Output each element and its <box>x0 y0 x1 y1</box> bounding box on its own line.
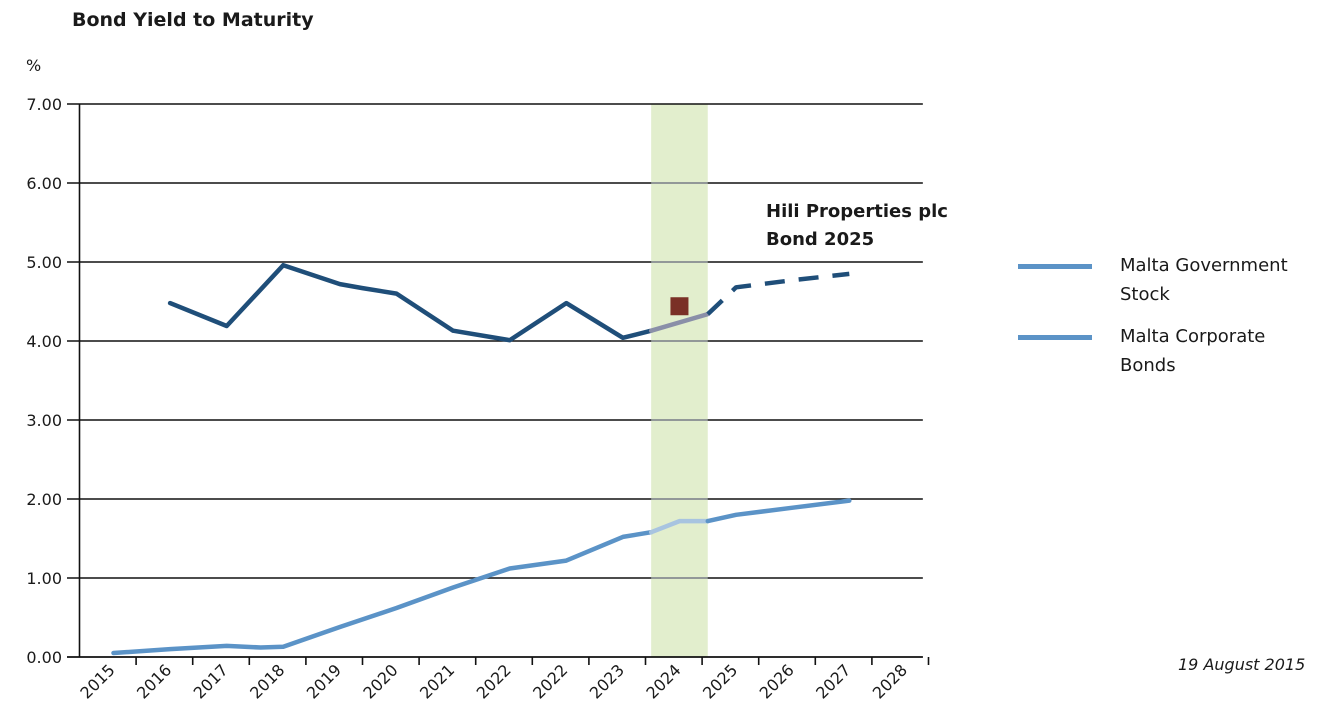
series-line-corporate-bonds <box>167 262 654 343</box>
y-tick-label: 2.00 <box>26 490 62 509</box>
x-tick-label: 2027 <box>812 660 854 702</box>
y-tick-label: 3.00 <box>26 411 62 430</box>
x-tick-label: 2028 <box>869 660 911 702</box>
x-tick-label: 2022 <box>529 660 571 702</box>
y-tick-label: 4.00 <box>26 332 62 351</box>
legend-swatch-corporate-bonds <box>1018 335 1092 340</box>
chart-title: Bond Yield to Maturity <box>72 9 314 31</box>
x-tick-label: 2024 <box>642 660 684 702</box>
x-tick-label: 2025 <box>699 660 741 702</box>
y-tick-label: 5.00 <box>26 253 62 272</box>
series-line-corporate-bonds-highlight <box>648 311 711 333</box>
chart-date-footnote: 19 August 2015 <box>1178 655 1306 674</box>
series-line-government-stock-tail <box>705 498 852 524</box>
annotation-line-2: Bond 2025 <box>766 229 875 250</box>
y-tick-label: 0.00 <box>26 648 62 667</box>
y-tick-label: 7.00 <box>26 95 62 114</box>
legend-label-line-2: Stock <box>1120 284 1170 305</box>
x-tick-label: 2018 <box>246 660 288 702</box>
y-tick-label: 6.00 <box>26 174 62 193</box>
legend-label-line-1: Malta Government <box>1120 255 1288 276</box>
x-tick-label: 2020 <box>359 660 401 702</box>
series-line-government-stock <box>111 529 654 656</box>
x-tick-label: 2021 <box>416 660 458 702</box>
highlight-band-2025 <box>651 104 708 657</box>
hili-bond-marker <box>670 297 689 316</box>
series-line-corporate-bonds-projection <box>706 271 850 316</box>
series-line-government-stock-highlight <box>648 518 711 535</box>
legend-swatch-government-stock <box>1018 264 1092 269</box>
y-axis-unit-label: % <box>26 56 42 75</box>
x-tick-label: 2026 <box>756 660 798 702</box>
y-tick-label: 1.00 <box>26 569 62 588</box>
x-tick-label: 2015 <box>76 660 118 702</box>
annotation-line-1: Hili Properties plc <box>766 201 948 222</box>
x-tick-label: 2016 <box>133 660 175 702</box>
legend-label-line-2: Bonds <box>1120 355 1176 376</box>
x-tick-label: 2022 <box>473 660 515 702</box>
x-tick-label: 2023 <box>586 660 628 702</box>
hili-bond-annotation: Hili Properties plc Bond 2025 <box>766 198 948 254</box>
x-tick-label: 2019 <box>303 660 345 702</box>
x-tick-label: 2017 <box>190 660 232 702</box>
legend-label-line-1: Malta Corporate <box>1120 326 1266 347</box>
